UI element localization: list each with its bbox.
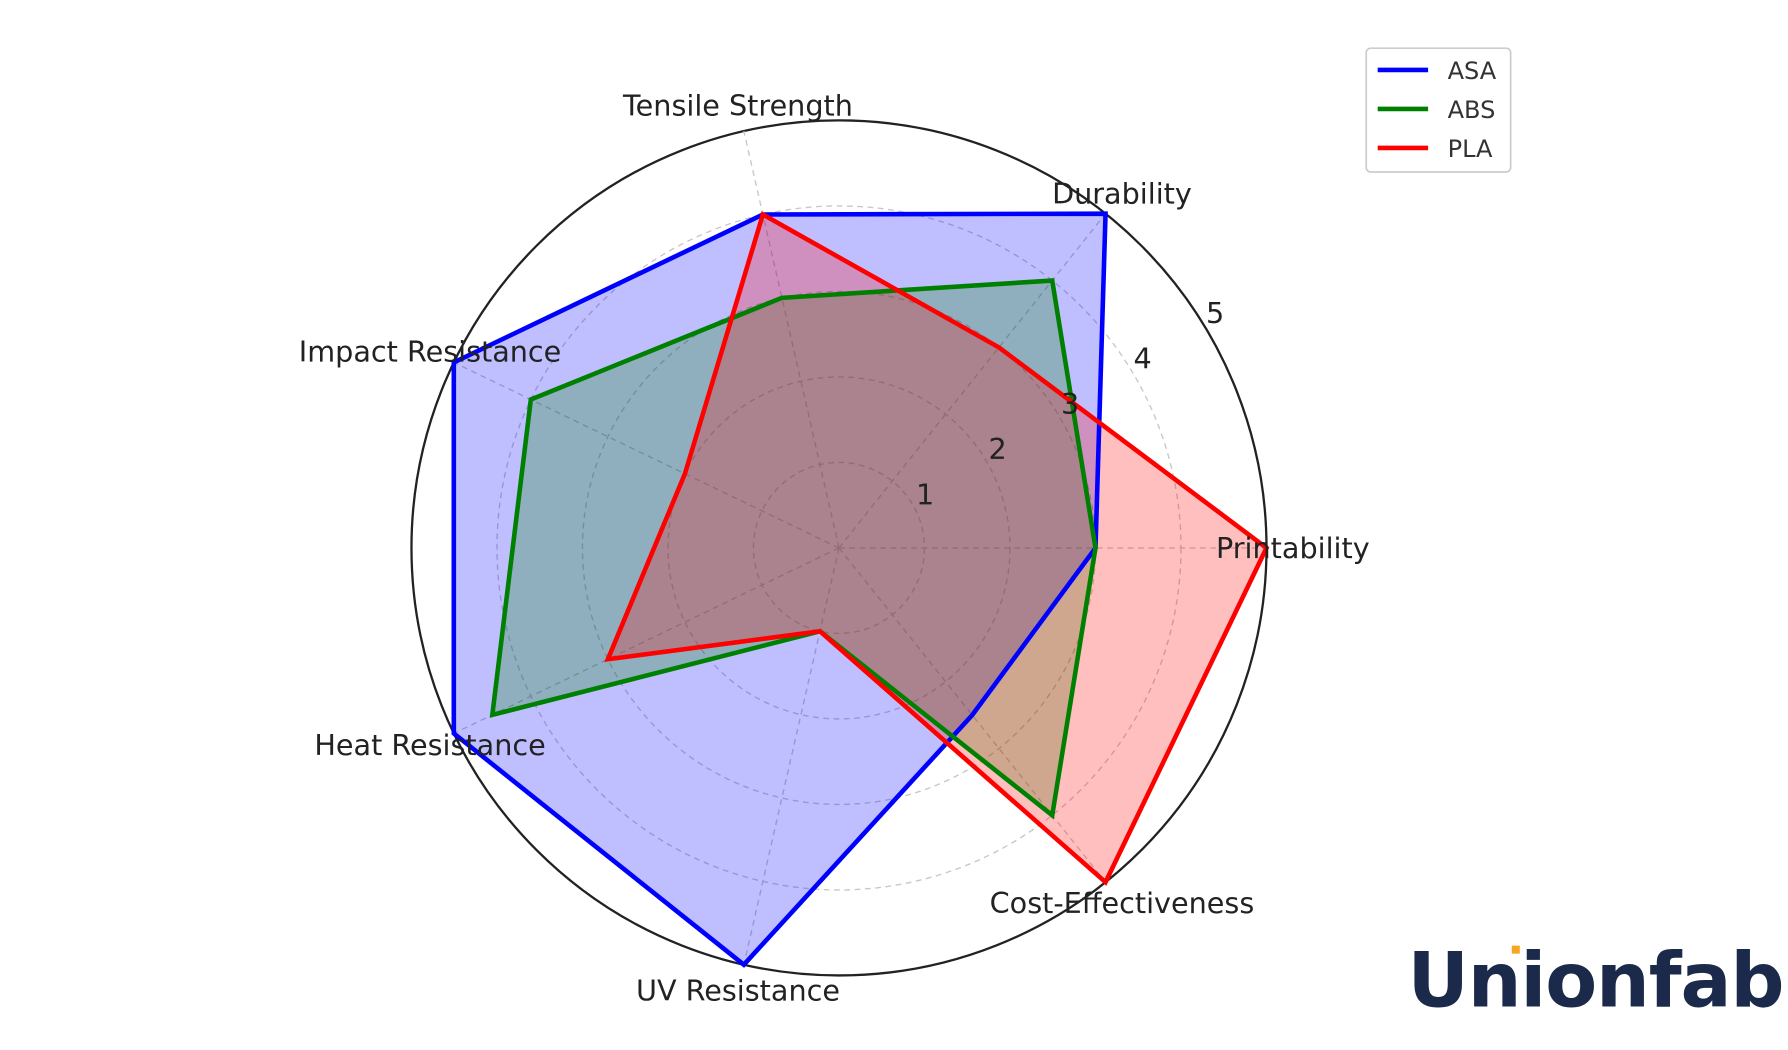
logo: Unionfab — [1407, 936, 1784, 1024]
category-label: Cost-Effectiveness — [990, 886, 1255, 920]
spoke — [453, 547, 840, 735]
logo-accent — [1511, 945, 1520, 954]
radial-tick-label: 3 — [1061, 387, 1079, 421]
spoke — [743, 547, 840, 965]
series-fill-abs — [492, 280, 1096, 816]
spoke — [743, 130, 840, 549]
category-labels: Printability Durability Tensile Strength Im… — [299, 89, 1370, 1008]
legend-label: ABS — [1448, 96, 1496, 124]
series-layer — [451, 211, 1270, 968]
spoke — [453, 361, 840, 549]
radial-tick-label: 4 — [1134, 341, 1152, 375]
series-fill-pla — [607, 214, 1267, 883]
category-label: Printability — [1216, 531, 1370, 565]
legend-frame — [1365, 47, 1512, 173]
grid-ring — [667, 376, 1011, 720]
series-line-asa — [451, 211, 1108, 968]
radial-tick-labels: 1 2 3 4 5 — [916, 296, 1224, 511]
category-label: Heat Resistance — [314, 728, 545, 762]
series-line-abs — [489, 278, 1098, 820]
spoke — [838, 213, 1107, 549]
legend-label: ASA — [1448, 57, 1497, 85]
radial-tick-label: 1 — [916, 477, 934, 511]
series-fill-asa — [453, 213, 1106, 965]
category-label: UV Resistance — [636, 974, 840, 1008]
radial-tick-label: 5 — [1206, 296, 1224, 330]
category-label: Durability — [1052, 176, 1192, 210]
category-label: Tensile Strength — [622, 89, 853, 123]
logo-text: Unionfab — [1407, 936, 1783, 1024]
category-label: Impact Resistance — [299, 334, 562, 368]
radial-tick-label: 2 — [988, 432, 1006, 466]
legend: ASA ABS PLA — [1365, 47, 1512, 173]
spoke — [838, 547, 1107, 883]
series-line-pla — [604, 211, 1270, 886]
legend-label: PLA — [1448, 135, 1493, 163]
